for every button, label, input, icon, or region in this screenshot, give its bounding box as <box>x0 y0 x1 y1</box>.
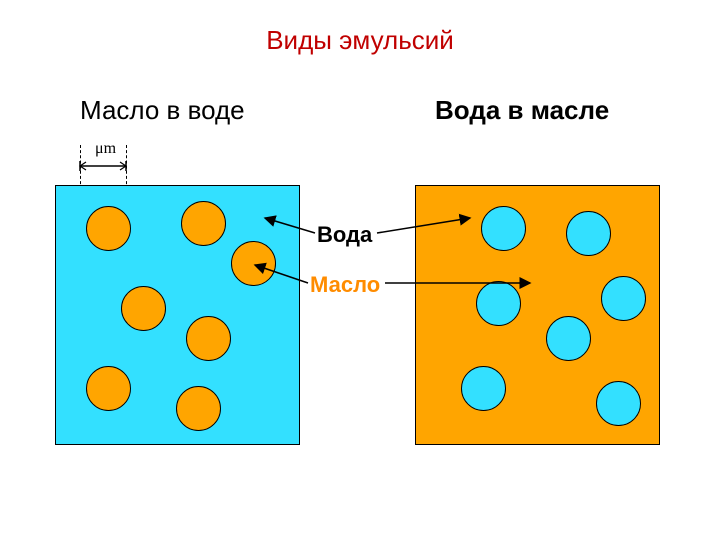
droplet-oil <box>176 386 221 431</box>
subtitle-oil-in-water: Масло в воде <box>80 95 245 126</box>
label-oil: Масло <box>310 272 380 298</box>
scale-marker <box>78 160 128 172</box>
label-water: Вода <box>317 222 372 248</box>
droplet-oil <box>121 286 166 331</box>
droplet-oil <box>231 241 276 286</box>
diagram-title: Виды эмульсий <box>266 25 454 56</box>
scale-label: μm <box>95 140 116 158</box>
droplet-water <box>546 316 591 361</box>
droplet-water <box>476 281 521 326</box>
droplet-oil <box>186 316 231 361</box>
box-oil-in-water <box>55 185 300 445</box>
droplet-oil <box>86 206 131 251</box>
droplet-oil <box>181 201 226 246</box>
subtitle-water-in-oil: Вода в масле <box>435 95 609 126</box>
droplet-water <box>566 211 611 256</box>
box-water-in-oil <box>415 185 660 445</box>
droplet-water <box>481 206 526 251</box>
droplet-water <box>461 366 506 411</box>
droplet-oil <box>86 366 131 411</box>
droplet-water <box>596 381 641 426</box>
droplet-water <box>601 276 646 321</box>
